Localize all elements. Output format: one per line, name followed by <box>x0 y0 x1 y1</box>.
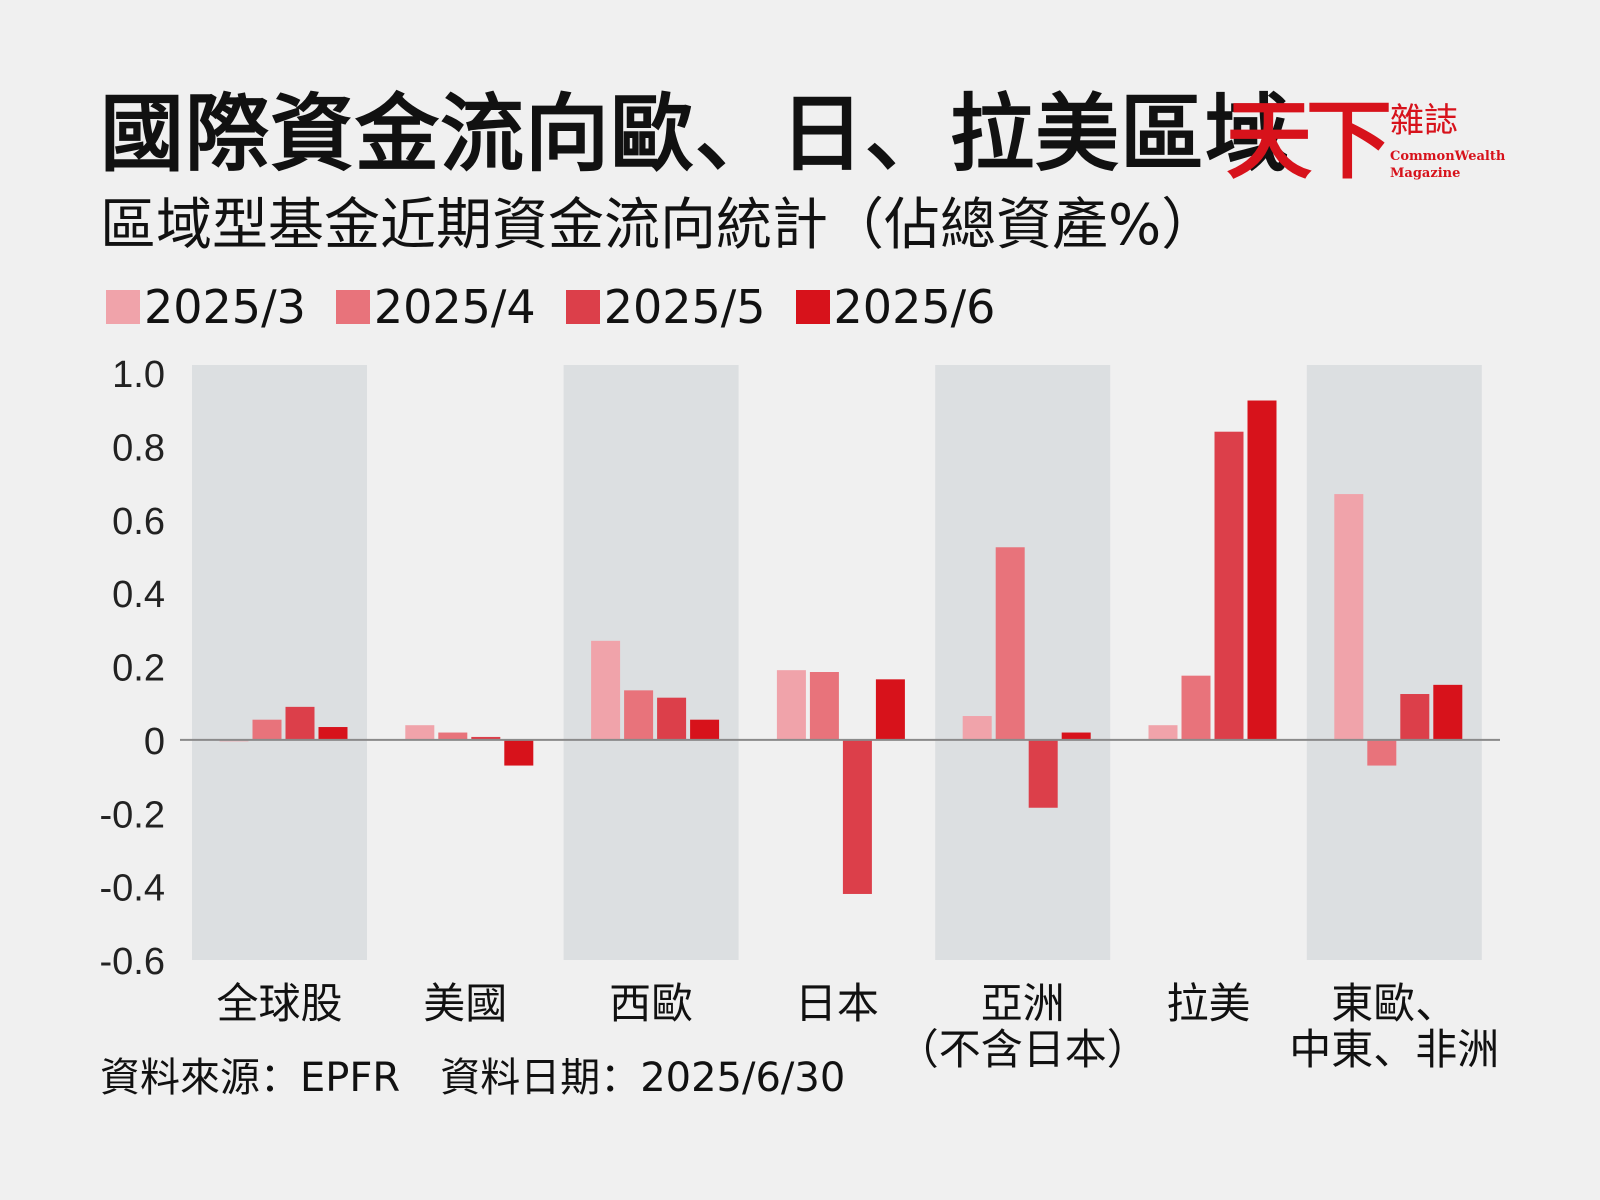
source-note: 資料來源：EPFR 資料日期：2025/6/30 <box>100 1055 846 1101</box>
y-tick-label: 1.0 <box>112 354 165 396</box>
legend-swatch <box>795 290 830 324</box>
category-label: 美國 <box>423 979 507 1028</box>
bar <box>657 697 687 740</box>
legend-label: 2025/6 <box>833 280 996 334</box>
logo-english: CommonWealth Magazine <box>1390 149 1506 181</box>
y-tick-label: 0 <box>144 721 165 763</box>
bar <box>285 706 315 740</box>
y-tick-label: -0.4 <box>100 868 165 910</box>
bar <box>1433 684 1463 740</box>
commonwealth-logo: 天下 雜誌 CommonWealth Magazine <box>1226 98 1526 194</box>
bar <box>591 640 621 740</box>
bar <box>1061 732 1091 740</box>
bar <box>252 719 282 740</box>
bar <box>809 672 839 740</box>
logo-sub: 雜誌 <box>1390 101 1458 141</box>
bar <box>471 736 501 740</box>
logo-mark: 天下 <box>1226 90 1392 191</box>
y-tick-label: 0.8 <box>112 427 165 469</box>
legend-label: 2025/4 <box>373 280 536 334</box>
bar <box>875 679 905 740</box>
legend-swatch <box>565 290 600 324</box>
legend-swatch <box>335 290 370 324</box>
legend-item: 2025/6 <box>795 280 996 334</box>
bar <box>405 725 435 740</box>
legend-label: 2025/5 <box>603 280 766 334</box>
category-band <box>1306 365 1482 960</box>
bar <box>624 690 654 740</box>
y-tick-label: 0.2 <box>112 648 165 690</box>
bar <box>690 719 720 740</box>
legend-swatch <box>106 290 140 324</box>
y-tick-label: -0.2 <box>100 794 165 836</box>
legend-item: 2025/5 <box>565 280 766 334</box>
category-label: 東歐、 <box>1331 979 1457 1028</box>
category-band <box>192 365 367 960</box>
category-label: 全球股 <box>216 979 342 1028</box>
bar <box>842 739 872 894</box>
y-tick-label: -0.6 <box>100 941 165 983</box>
bar <box>962 716 992 740</box>
y-tick-label: 0.6 <box>112 501 165 543</box>
bar <box>1028 739 1058 808</box>
bar <box>504 739 534 766</box>
bar <box>1334 494 1364 740</box>
bar <box>1400 694 1430 740</box>
bar <box>1214 431 1244 740</box>
category-band <box>563 365 739 960</box>
bar <box>1367 739 1397 766</box>
bar <box>438 732 468 740</box>
category-label: 日本 <box>795 979 879 1028</box>
legend-item: 2025/4 <box>335 280 536 334</box>
chart-subtitle: 區域型基金近期資金流向統計（佔總資產%） <box>100 193 1218 258</box>
legend-label: 2025/3 <box>144 280 306 334</box>
bar <box>1247 400 1277 740</box>
bar <box>318 727 348 740</box>
legend-item: 2025/3 <box>106 284 306 330</box>
bar <box>1148 725 1178 740</box>
category-label: 西歐 <box>609 979 693 1028</box>
category-label: 中東、非洲 <box>1289 1025 1499 1074</box>
category-label: 亞洲 <box>981 979 1065 1028</box>
bar <box>995 547 1025 740</box>
category-label: （不含日本） <box>897 1025 1149 1074</box>
category-label: 拉美 <box>1166 979 1250 1028</box>
chart-title: 國際資金流向歐、日、拉美區域 <box>100 85 1291 183</box>
y-tick-label: 0.4 <box>112 574 165 616</box>
bar <box>1181 675 1211 740</box>
bar <box>776 670 806 740</box>
legend: 2025/3 2025/4 2025/5 2025/6 <box>106 284 995 330</box>
